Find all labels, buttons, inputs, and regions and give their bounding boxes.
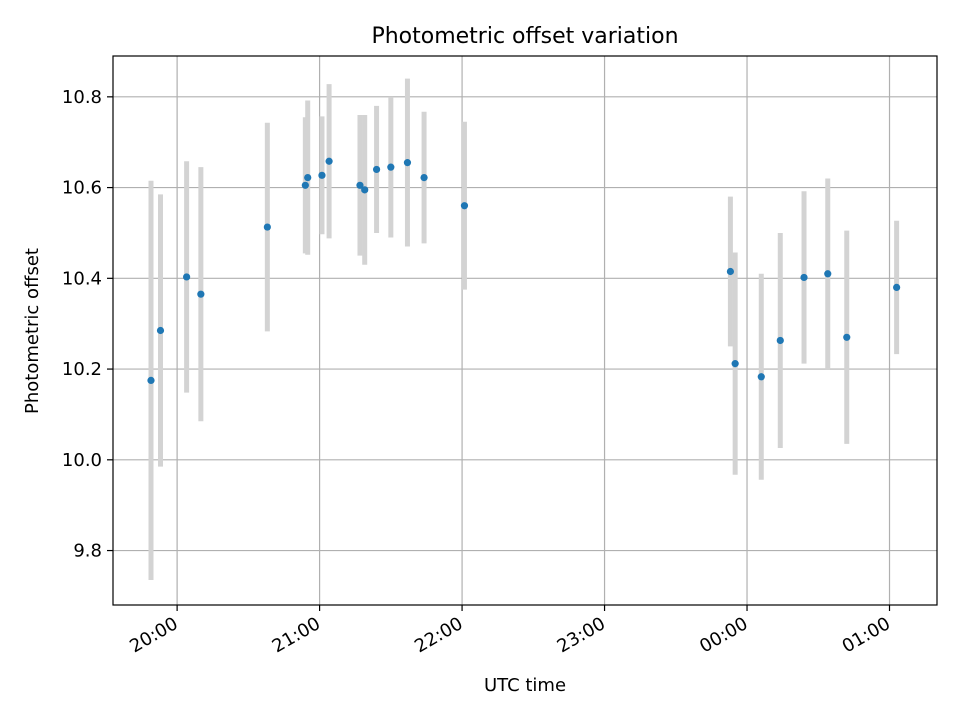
x-tick-label: 23:00 xyxy=(554,613,609,657)
y-tick-label: 10.6 xyxy=(62,178,102,199)
data-point xyxy=(420,173,428,182)
data-point xyxy=(824,270,832,278)
y-tick-label: 10.2 xyxy=(62,359,102,380)
data-point xyxy=(318,171,326,179)
data-point xyxy=(460,202,469,210)
plot-frame xyxy=(112,55,938,606)
data-point xyxy=(197,290,205,298)
data-point xyxy=(731,360,739,368)
y-tick-label: 10.0 xyxy=(62,450,102,471)
data-point xyxy=(325,157,333,165)
data-point xyxy=(147,376,155,385)
data-point xyxy=(843,333,851,341)
y-axis-label: Photometric offset xyxy=(22,248,43,414)
data-point xyxy=(263,223,271,231)
x-axis-label: UTC time xyxy=(484,675,566,696)
data-point xyxy=(361,186,369,194)
data-point xyxy=(726,267,735,276)
y-tick-label: 10.4 xyxy=(62,268,102,289)
data-point xyxy=(183,273,191,281)
data-point xyxy=(387,163,395,171)
data-point xyxy=(776,336,784,345)
data-points xyxy=(147,157,901,385)
data-point xyxy=(403,159,412,167)
x-tick-label: 00:00 xyxy=(696,613,751,657)
x-tick-label: 20:00 xyxy=(126,613,181,657)
data-point xyxy=(304,173,312,182)
data-point xyxy=(156,326,165,335)
error-bars xyxy=(148,78,900,581)
x-tick-label: 01:00 xyxy=(839,613,894,657)
grid xyxy=(113,56,937,605)
y-tick-label: 9.8 xyxy=(73,541,102,562)
data-point xyxy=(893,283,901,291)
data-point xyxy=(356,181,364,189)
data-point xyxy=(800,273,808,282)
data-point xyxy=(301,181,309,189)
y-tick-label: 10.8 xyxy=(62,87,102,108)
data-point xyxy=(757,373,765,381)
data-point xyxy=(372,165,381,174)
x-tick-label: 22:00 xyxy=(411,613,466,657)
chart-title: Photometric offset variation xyxy=(371,24,678,49)
x-tick-label: 21:00 xyxy=(269,613,324,657)
